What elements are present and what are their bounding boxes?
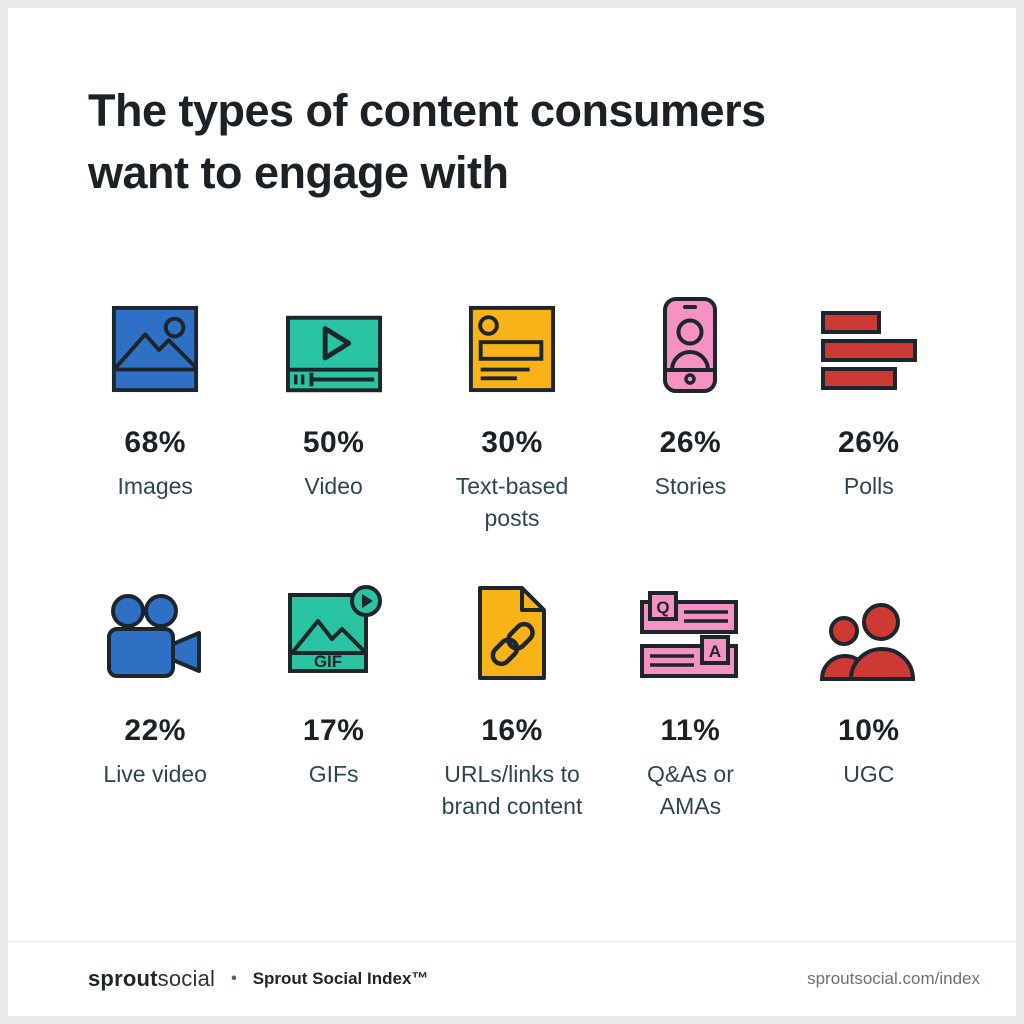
stat-label: Video [304, 473, 363, 499]
svg-text:GIF: GIF [313, 652, 341, 671]
stat-value: 22% [124, 714, 186, 747]
stat-label: GIFs [308, 761, 359, 787]
stat-card-stories: 26% Stories [601, 290, 779, 534]
stat-label: UGC [843, 761, 895, 787]
stat-label: Live video [103, 761, 207, 787]
qa-ama-icon: Q A [634, 578, 746, 682]
footer-separator-dot: • [231, 970, 237, 987]
stat-label: Text-based posts [455, 473, 569, 531]
stat-value: 50% [302, 426, 365, 459]
logo-social: social [157, 966, 216, 991]
stat-card-polls: 26% Polls [780, 290, 958, 534]
stats-row-1: 68% Images 50% Video [8, 290, 1016, 534]
stat-value: 11% [660, 714, 721, 747]
footer-url: sproutsocial.com/index [807, 969, 980, 988]
stat-label: Stories [654, 473, 727, 499]
stat-value: 10% [838, 714, 900, 747]
footer: sproutsocial • Sprout Social Index™ spro… [8, 942, 1016, 1016]
page-title: The types of content consumers want to e… [88, 85, 766, 198]
stat-card-images: 68% Images [66, 290, 244, 534]
stat-card-gifs: GIF 17% GIFs [244, 578, 422, 822]
stat-label: URLs/links to brand content [441, 761, 583, 819]
stat-label: Images [117, 473, 193, 499]
live-video-camera-icon [104, 578, 206, 682]
stats-row-2: 22% Live video GIF 17% GIFs [8, 578, 1016, 822]
video-player-icon [285, 290, 383, 394]
infographic-card: The types of content consumers want to e… [8, 8, 1016, 1016]
poll-bars-icon [819, 290, 919, 394]
stat-value: 26% [838, 426, 900, 459]
stat-label: Polls [843, 473, 894, 499]
footer-index-label: Sprout Social Index™ [252, 969, 429, 988]
images-icon [110, 290, 200, 394]
stat-card-text-posts: 30% Text-based posts [423, 290, 601, 534]
svg-text:Q: Q [657, 598, 670, 617]
stat-card-urls-links: 16% URLs/links to brand content [423, 578, 601, 822]
gif-icon: GIF [285, 578, 383, 682]
link-document-icon [475, 578, 549, 682]
sproutsocial-logo: sproutsocial [88, 966, 215, 992]
footer-divider [8, 941, 1016, 942]
svg-text:A: A [709, 642, 721, 661]
stat-card-ugc: 10% UGC [780, 578, 958, 822]
stories-phone-icon [662, 290, 718, 394]
stat-value: 17% [302, 714, 365, 747]
stat-value: 68% [124, 426, 186, 459]
stat-value: 16% [481, 714, 543, 747]
stat-value: 26% [659, 426, 722, 459]
footer-branding: sproutsocial • Sprout Social Index™ [88, 966, 428, 992]
stat-card-live-video: 22% Live video [66, 578, 244, 822]
stat-card-qa-ama: Q A 11% Q&As or AMAs [601, 578, 779, 822]
stat-card-video: 50% Video [244, 290, 422, 534]
stat-label: Q&As or AMAs [646, 761, 734, 819]
text-post-icon [467, 290, 557, 394]
stat-value: 30% [481, 426, 543, 459]
logo-sprout: sprout [88, 966, 158, 991]
ugc-people-icon [819, 578, 919, 682]
